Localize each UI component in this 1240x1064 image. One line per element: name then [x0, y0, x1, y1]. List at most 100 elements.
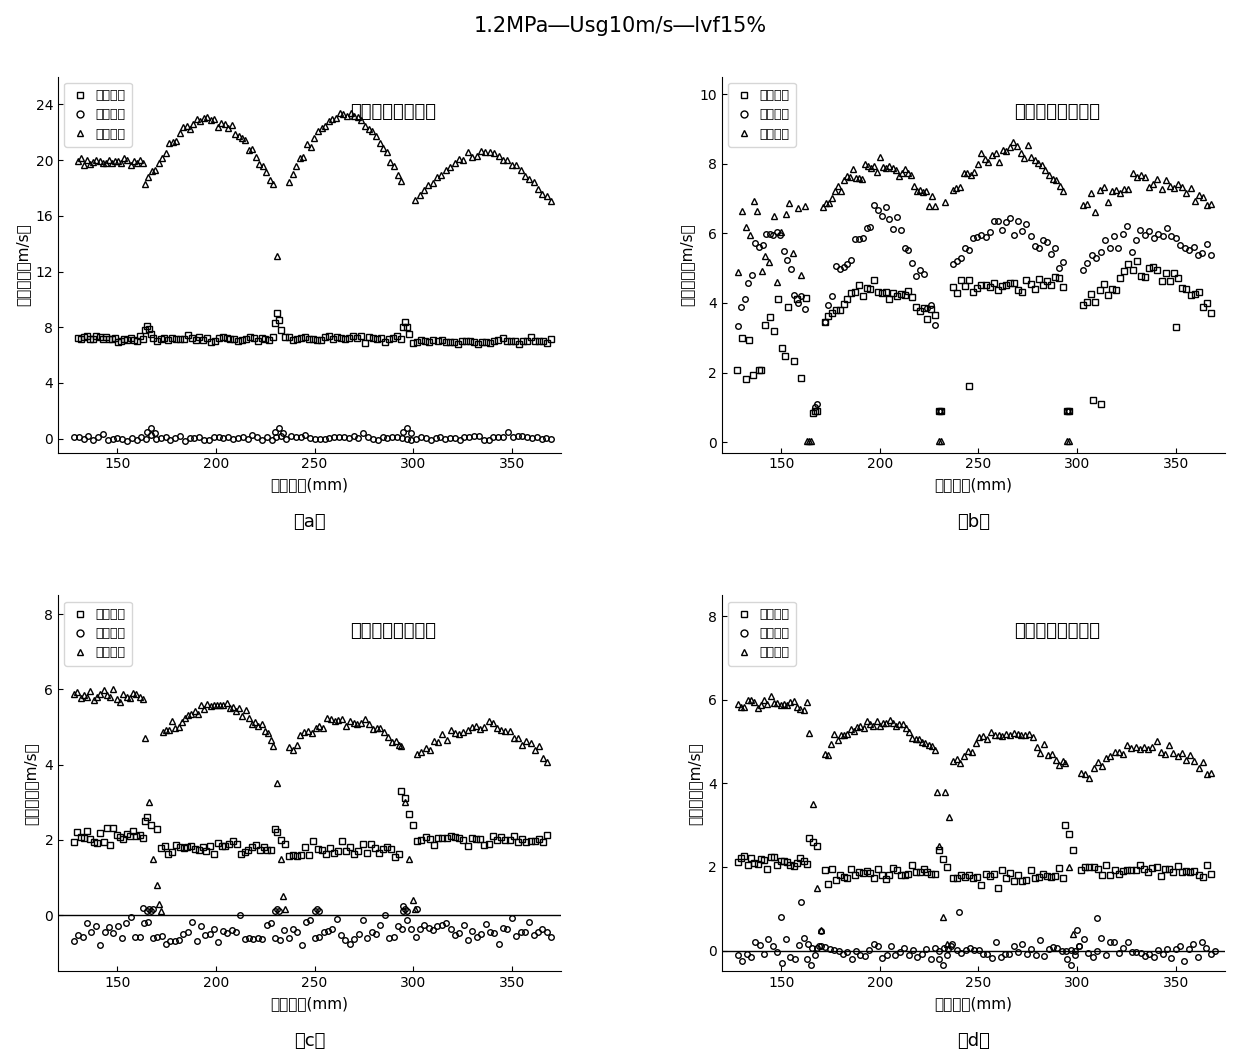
切向速度 — [1107, 746, 1122, 759]
切向速度 — [786, 695, 801, 708]
轴向速度 — [991, 882, 1006, 895]
径向速度 — [414, 430, 429, 443]
切向速度 — [161, 137, 176, 150]
轴向速度 — [326, 847, 341, 860]
径向速度 — [905, 256, 920, 269]
径向速度 — [1094, 246, 1109, 259]
径向速度 — [730, 949, 745, 962]
Line: 径向速度: 径向速度 — [735, 203, 1214, 414]
Line: 切向速度: 切向速度 — [71, 686, 551, 914]
径向速度 — [959, 944, 973, 957]
切向速度 — [730, 266, 745, 279]
径向速度 — [216, 431, 231, 444]
径向速度 — [177, 434, 192, 447]
径向速度 — [294, 938, 309, 951]
径向速度 — [396, 899, 410, 912]
轴向速度 — [1130, 254, 1145, 267]
Line: 径向速度: 径向速度 — [71, 903, 554, 948]
轴向速度 — [388, 850, 403, 863]
切向速度 — [394, 739, 409, 752]
Line: 径向速度: 径向速度 — [71, 425, 554, 444]
轴向速度 — [69, 826, 84, 838]
轴向速度 — [108, 332, 123, 345]
径向速度 — [730, 319, 745, 332]
Line: 切向速度: 切向速度 — [76, 111, 554, 259]
Text: 近外壁线液相速度: 近外壁线液相速度 — [1014, 621, 1100, 639]
切向速度 — [320, 712, 335, 725]
轴向速度 — [1014, 285, 1029, 298]
Legend: 轴向速度, 径向速度, 切向速度: 轴向速度, 径向速度, 切向速度 — [64, 602, 131, 666]
Text: （b）: （b） — [957, 513, 990, 531]
径向速度 — [105, 432, 120, 445]
Line: 切向速度: 切向速度 — [735, 139, 1214, 444]
切向速度 — [770, 697, 785, 710]
切向速度 — [898, 163, 913, 176]
Text: 近外壁线气相速度: 近外壁线气相速度 — [350, 621, 436, 639]
轴向速度 — [828, 874, 843, 886]
轴向速度 — [544, 333, 559, 346]
径向速度 — [408, 930, 423, 943]
Line: 切向速度: 切向速度 — [735, 694, 1214, 947]
轴向速度 — [1044, 870, 1059, 883]
径向速度 — [867, 937, 882, 950]
径向速度 — [1032, 242, 1047, 254]
切向速度 — [300, 725, 315, 737]
轴向速度 — [298, 331, 312, 344]
径向速度 — [67, 430, 82, 443]
轴向速度 — [1178, 864, 1193, 877]
轴向速度 — [67, 835, 82, 848]
Line: 轴向速度: 轴向速度 — [735, 822, 1214, 891]
径向速度 — [67, 934, 82, 947]
径向速度 — [931, 405, 946, 418]
轴向速度 — [1154, 276, 1169, 288]
切向速度 — [511, 732, 526, 745]
轴向速度 — [1204, 868, 1219, 881]
Legend: 轴向速度, 径向速度, 切向速度: 轴向速度, 径向速度, 切向速度 — [728, 602, 796, 666]
轴向速度 — [243, 330, 258, 343]
径向速度 — [409, 903, 424, 916]
径向速度 — [867, 199, 882, 212]
径向速度 — [804, 959, 818, 971]
轴向速度 — [269, 306, 284, 319]
切向速度 — [1102, 750, 1117, 763]
轴向速度 — [832, 304, 847, 317]
切向速度 — [1137, 171, 1152, 184]
切向速度 — [764, 689, 779, 702]
轴向速度 — [191, 844, 206, 857]
径向速度 — [794, 896, 808, 909]
径向速度 — [207, 922, 222, 935]
切向速度 — [517, 169, 532, 182]
径向速度 — [244, 429, 259, 442]
轴向速度 — [770, 859, 785, 871]
Legend: 轴向速度, 径向速度, 切向速度: 轴向速度, 径向速度, 切向速度 — [64, 83, 131, 147]
Y-axis label: 气相速度（m/s）: 气相速度（m/s） — [24, 742, 38, 825]
轴向速度 — [805, 406, 820, 419]
轴向速度 — [93, 827, 108, 839]
Line: 轴向速度: 轴向速度 — [71, 788, 551, 860]
径向速度 — [351, 432, 366, 445]
径向速度 — [774, 911, 789, 924]
切向速度 — [343, 106, 358, 119]
轴向速度 — [1019, 874, 1034, 886]
轴向速度 — [882, 293, 897, 305]
Line: 径向速度: 径向速度 — [735, 899, 1218, 968]
轴向速度 — [511, 338, 526, 351]
径向速度 — [404, 427, 419, 439]
Text: 近内壁线液相速度: 近内壁线液相速度 — [1014, 103, 1100, 121]
切向速度 — [800, 435, 815, 448]
切向速度 — [1187, 195, 1202, 207]
Line: 轴向速度: 轴向速度 — [734, 259, 1214, 415]
切向速度 — [730, 698, 745, 711]
切向速度 — [544, 195, 559, 207]
切向速度 — [465, 150, 480, 163]
切向速度 — [67, 688, 82, 701]
径向速度 — [356, 427, 371, 439]
切向速度 — [1204, 197, 1219, 210]
Text: 1.2MPa―Usg10m/s―lvf15%: 1.2MPa―Usg10m/s―lvf15% — [474, 16, 766, 36]
轴向速度 — [203, 335, 218, 348]
切向速度 — [105, 683, 120, 696]
切向速度 — [913, 184, 928, 197]
径向速度 — [1019, 948, 1034, 961]
Y-axis label: 液相速度（m/s）: 液相速度（m/s） — [680, 223, 694, 306]
径向速度 — [856, 232, 870, 245]
